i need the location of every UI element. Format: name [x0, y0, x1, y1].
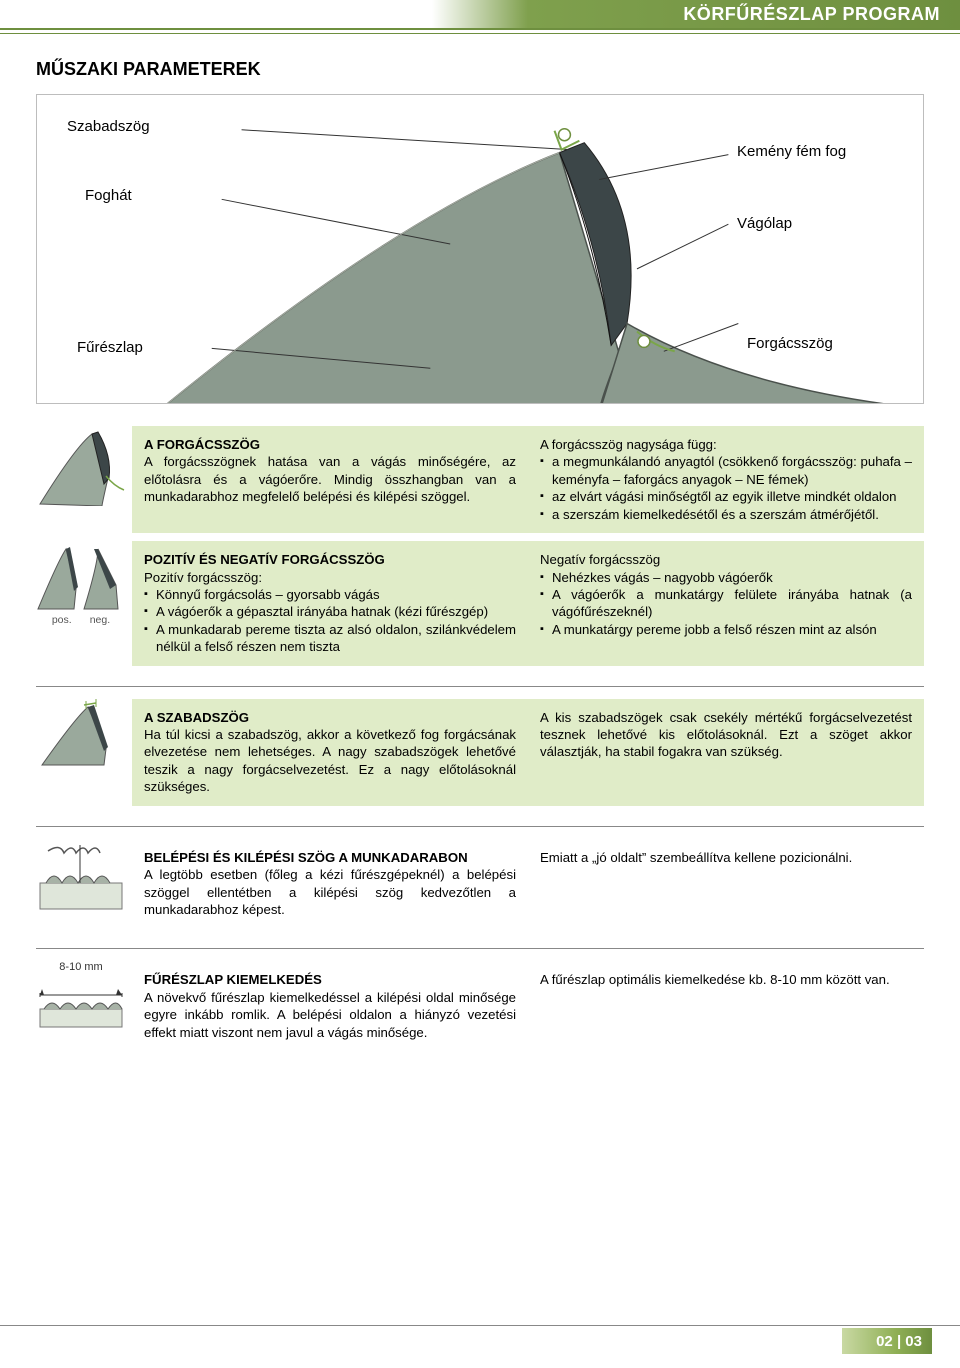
header-bar: KÖRFŰRÉSZLAP PROGRAM [0, 0, 960, 30]
forgacsszog-right-item: az elvárt vágási minőségtől az egyik ill… [540, 488, 912, 505]
forgacsszog-right-list: a megmunkálandó anyagtól (csökkenő forgá… [540, 453, 912, 523]
posneg-left-item: Könnyű forgácsolás – gyorsabb vágás [144, 586, 516, 603]
szabadszog-title: A SZABADSZÖG [144, 710, 249, 725]
block-szabadszog: A SZABADSZÖG Ha túl kicsi a szabadszög, … [36, 699, 924, 806]
szabadszog-left: Ha túl kicsi a szabadszög, akkor a követ… [144, 726, 516, 796]
posneg-title: POZITÍV ÉS NEGATÍV FORGÁCSSZÖG [144, 552, 385, 567]
posneg-right-item: Nehézkes vágás – nagyobb vágóerők [540, 569, 912, 586]
icon-belepes [36, 839, 132, 929]
icon-forgacsszog [36, 426, 132, 533]
label-forgacsszog: Forgácsszög [747, 335, 833, 352]
forgacsszog-right-item: a szerszám kiemelkedésétől és a szerszám… [540, 506, 912, 523]
footer-line [0, 1325, 960, 1326]
icon-szabadszog [36, 699, 132, 806]
separator [36, 686, 924, 687]
posneg-right-lead: Negatív forgácsszög [540, 551, 912, 568]
header-title: KÖRFŰRÉSZLAP PROGRAM [683, 4, 940, 25]
kiemelkedes-right: A fűrészlap optimális kiemelkedése kb. 8… [540, 971, 912, 988]
forgacsszog-left: A forgácsszögnek hatása van a vágás minő… [144, 453, 516, 505]
kiemelkedes-icon-label: 8-10 mm [36, 961, 126, 973]
separator [36, 948, 924, 949]
szabadszog-right: A kis szabadszögek csak csekély mértékű … [540, 709, 912, 761]
block-posneg: pos. neg. POZITÍV ÉS NEGATÍV FORGÁCSSZÖG… [36, 541, 924, 666]
label-szabadszog: Szabadszög [67, 118, 150, 135]
block-forgacsszog: A FORGÁCSSZÖG A forgácsszögnek hatása va… [36, 426, 924, 533]
posneg-right-item: A munkatárgy pereme jobb a felső részen … [540, 621, 912, 638]
separator [36, 826, 924, 827]
main-diagram: Szabadszög Foghát Fűrészlap Kemény fém f… [36, 94, 924, 404]
forgacsszog-title: A FORGÁCSSZÖG [144, 437, 260, 452]
section-title: MŰSZAKI PARAMETEREK [36, 59, 924, 80]
label-vagolap: Vágólap [737, 215, 792, 232]
icon-kiemelkedes: 8-10 mm [36, 961, 132, 1051]
belepes-left: A legtöbb esetben (főleg a kézi fűrészgé… [144, 866, 516, 918]
kiemelkedes-title: FŰRÉSZLAP KIEMELKEDÉS [144, 972, 322, 987]
forgacsszog-right-lead: A forgácsszög nagysága függ: [540, 436, 912, 453]
icon-posneg: pos. neg. [36, 541, 132, 666]
label-fureszlap: Fűrészlap [77, 339, 143, 356]
forgacsszog-right-item: a megmunkálandó anyagtól (csökkenő forgá… [540, 453, 912, 488]
belepes-right: Emiatt a „jó oldalt” szembeállítva kelle… [540, 849, 912, 866]
posneg-left-lead: Pozitív forgácsszög: [144, 569, 516, 586]
posneg-right-item: A vágóerők a munkatárgy felülete irányáb… [540, 586, 912, 621]
posneg-left-item: A vágóerők a gépasztal irányába hatnak (… [144, 603, 516, 620]
footer-page-number: 02 | 03 [876, 1333, 922, 1350]
caption-neg: neg. [90, 614, 110, 626]
belepes-title: BELÉPÉSI ÉS KILÉPÉSI SZÖG A MUNKADARABON [144, 850, 468, 865]
label-kemenyfem: Kemény fém fog [737, 143, 846, 160]
label-foghat: Foghát [85, 187, 132, 204]
posneg-left-item: A munkadarab pereme tiszta az alsó oldal… [144, 621, 516, 656]
diagram-svg [37, 95, 923, 403]
footer-page-badge: 02 | 03 [842, 1328, 932, 1354]
block-kiemelkedes: 8-10 mm FŰRÉSZLAP KIEMELKEDÉS A növekvő … [36, 961, 924, 1051]
kiemelkedes-left: A növekvő fűrészlap kiemelkedéssel a kil… [144, 989, 516, 1041]
block-belepes: BELÉPÉSI ÉS KILÉPÉSI SZÖG A MUNKADARABON… [36, 839, 924, 929]
caption-pos: pos. [52, 614, 72, 626]
